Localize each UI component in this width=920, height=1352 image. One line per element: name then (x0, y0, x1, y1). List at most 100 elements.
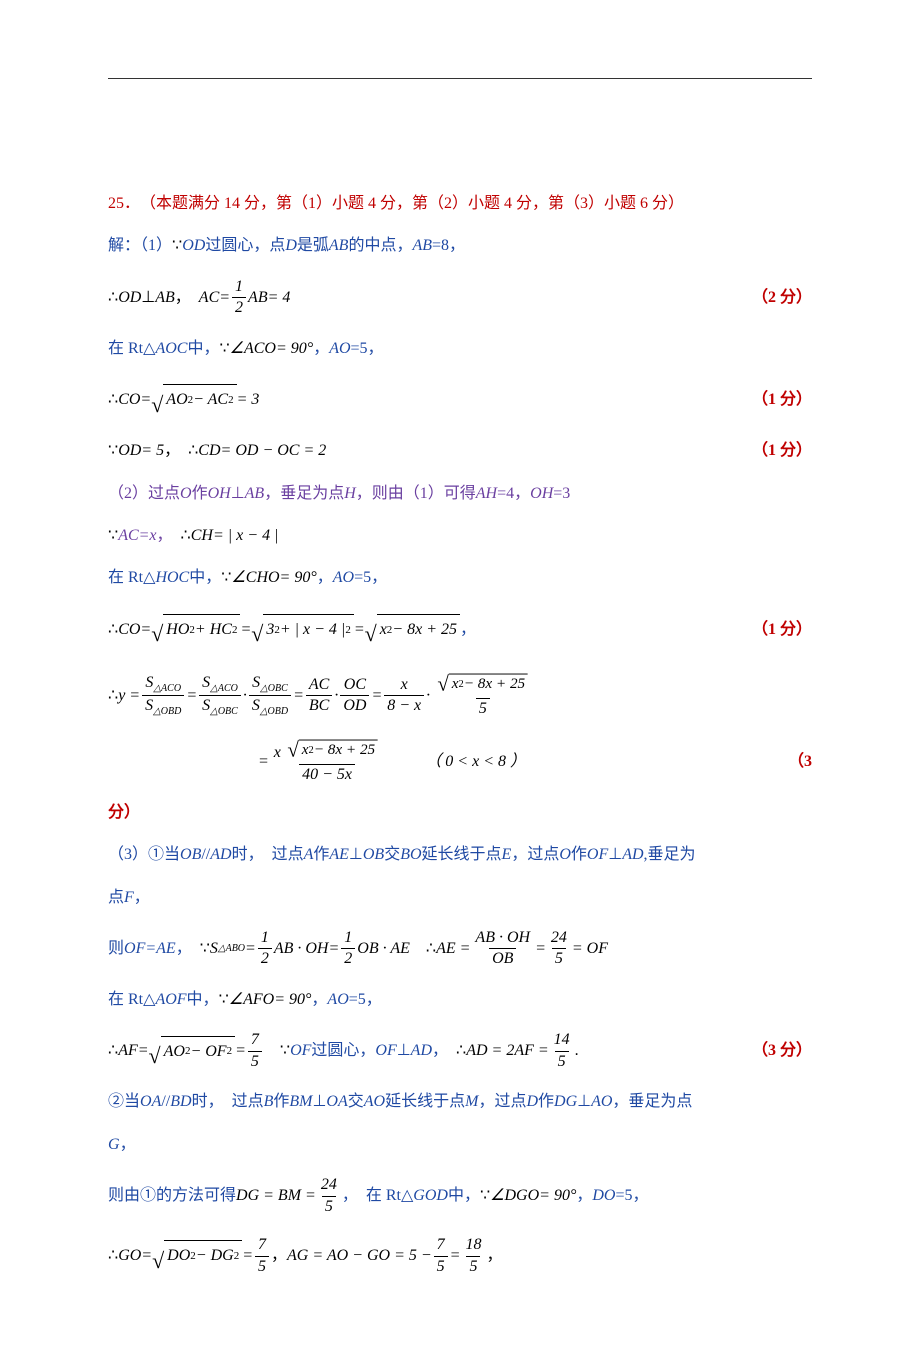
sub: △OBD (260, 706, 288, 717)
t: 延长线于点 (385, 1087, 465, 1117)
AG: AG = AO − GO = 5 − (287, 1241, 432, 1271)
radical-icon: √ (151, 623, 163, 645)
n: x √ x2 − 8x + 25 (271, 739, 384, 763)
therefore: ∴ (426, 934, 436, 964)
d: 2 (341, 948, 355, 968)
because-sym: ∵ (172, 231, 182, 261)
d: 8 − x (384, 695, 424, 715)
D: D (285, 231, 297, 261)
OD: OD (182, 231, 205, 261)
p2-line2: ∵ AC=x ， ∴ CH = | x − 4 | (108, 521, 812, 551)
radical-icon: √ (152, 1250, 164, 1272)
tail: ， (486, 1241, 502, 1271)
therefore: ∴ (181, 521, 191, 551)
eq: = 90° (280, 563, 317, 593)
t: 则由①的方法可得 (108, 1181, 236, 1211)
OH: OH (530, 479, 553, 509)
because: ∵ (200, 934, 210, 964)
f4b: √ x2 − 8x + 25 5 (432, 673, 533, 718)
perp: ⊥ (397, 1036, 411, 1066)
AO: AO (333, 563, 354, 593)
eq: = (219, 283, 230, 313)
score-2: （2 分） (736, 283, 812, 313)
S: S (202, 697, 210, 714)
eq: = | x − 4 | (213, 521, 279, 551)
n: 24 (548, 929, 570, 948)
n: AB · OH (472, 929, 533, 948)
sqrt-body: AO2 − AC2 (163, 384, 236, 415)
eq: = (140, 615, 151, 645)
CO: CO (118, 385, 140, 415)
comma: ， (317, 563, 333, 593)
n: 14 (551, 1031, 573, 1050)
n: 7 (255, 1236, 269, 1255)
t: ②当 (108, 1087, 140, 1117)
y: y = (118, 681, 140, 711)
t: 是弧 (297, 231, 329, 261)
radical-icon: √ (149, 1045, 161, 1067)
t: 在 Rt△ (108, 563, 155, 593)
perp: ⊥ (312, 1087, 326, 1117)
n: AC (306, 676, 332, 695)
q25-header: 25． （本题满分 14 分，第（1）小题 4 分，第（2）小题 4 分，第（3… (108, 189, 812, 219)
OF: OF (587, 840, 608, 870)
t: 在 Rt△ (108, 334, 155, 364)
t: （2）过点 (108, 479, 180, 509)
DG: − DG (196, 1241, 234, 1271)
f3: 18 5 (462, 1236, 484, 1276)
minus-AC: − AC (193, 385, 228, 415)
OD: OD (118, 283, 141, 313)
p1-line5: ∵ OD = 5 ， ∴ CD = OD − OC = 2 （1 分） (108, 436, 812, 466)
t: ，过点 (478, 1087, 526, 1117)
eq: = (240, 615, 251, 645)
eq3: = 3 (237, 385, 260, 415)
eq: = (235, 1036, 246, 1066)
domain: （ 0 < x < 8 ） (425, 747, 526, 777)
AO: AO (327, 985, 348, 1015)
therefore: ∴ (108, 1241, 118, 1271)
GO: GO (118, 1241, 141, 1271)
t: 中， (189, 563, 221, 593)
ang: ∠ACO (230, 334, 276, 364)
eq: =3 (553, 479, 570, 509)
eq5: = 5 (141, 436, 164, 466)
b: HO2 + HC2 (163, 614, 240, 645)
perp: ⊥ (349, 840, 363, 870)
because: ∵ (219, 334, 229, 364)
eq: = 90° (539, 1181, 576, 1211)
d: 40 − 5x (299, 764, 355, 784)
therefore: ∴ (108, 1036, 118, 1066)
q-number: 25． (108, 189, 140, 219)
S: S (252, 697, 260, 714)
eq4: = 4 (268, 283, 291, 313)
S: S (202, 674, 210, 691)
f2: 24 5 (548, 929, 570, 969)
eq: = (186, 681, 197, 711)
t: 交 (384, 840, 400, 870)
eqOF: = OF (572, 934, 608, 964)
eq: = (328, 934, 339, 964)
eq: = (535, 934, 546, 964)
d: 5 (255, 1256, 269, 1276)
t: ，垂足为点 (612, 1087, 692, 1117)
eq: = 90° (274, 985, 311, 1015)
t: 作 (192, 479, 208, 509)
x: x (302, 742, 309, 759)
sp (264, 1036, 280, 1066)
t: 延长线于点 (422, 840, 502, 870)
x: x (380, 615, 387, 645)
q-title: （本题满分 14 分，第（1）小题 4 分，第（2）小题 4 分，第（3）小题 … (140, 189, 684, 219)
OH: OH (208, 479, 231, 509)
n: 7 (434, 1236, 448, 1255)
AO: AO (364, 1087, 385, 1117)
AO: AO (166, 385, 187, 415)
sub: △OBC (210, 706, 238, 717)
AB: AB (329, 231, 349, 261)
HO: HO (166, 615, 189, 645)
t: 中， (187, 985, 219, 1015)
page: 25． （本题满分 14 分，第（1）小题 4 分，第（2）小题 4 分，第（3… (0, 0, 920, 1352)
therefore-sym: ∴ (108, 283, 118, 313)
AO: AO (164, 1037, 185, 1067)
sqrt1: √ HO2 + HC2 (151, 614, 240, 645)
because: ∵ (280, 1036, 290, 1066)
